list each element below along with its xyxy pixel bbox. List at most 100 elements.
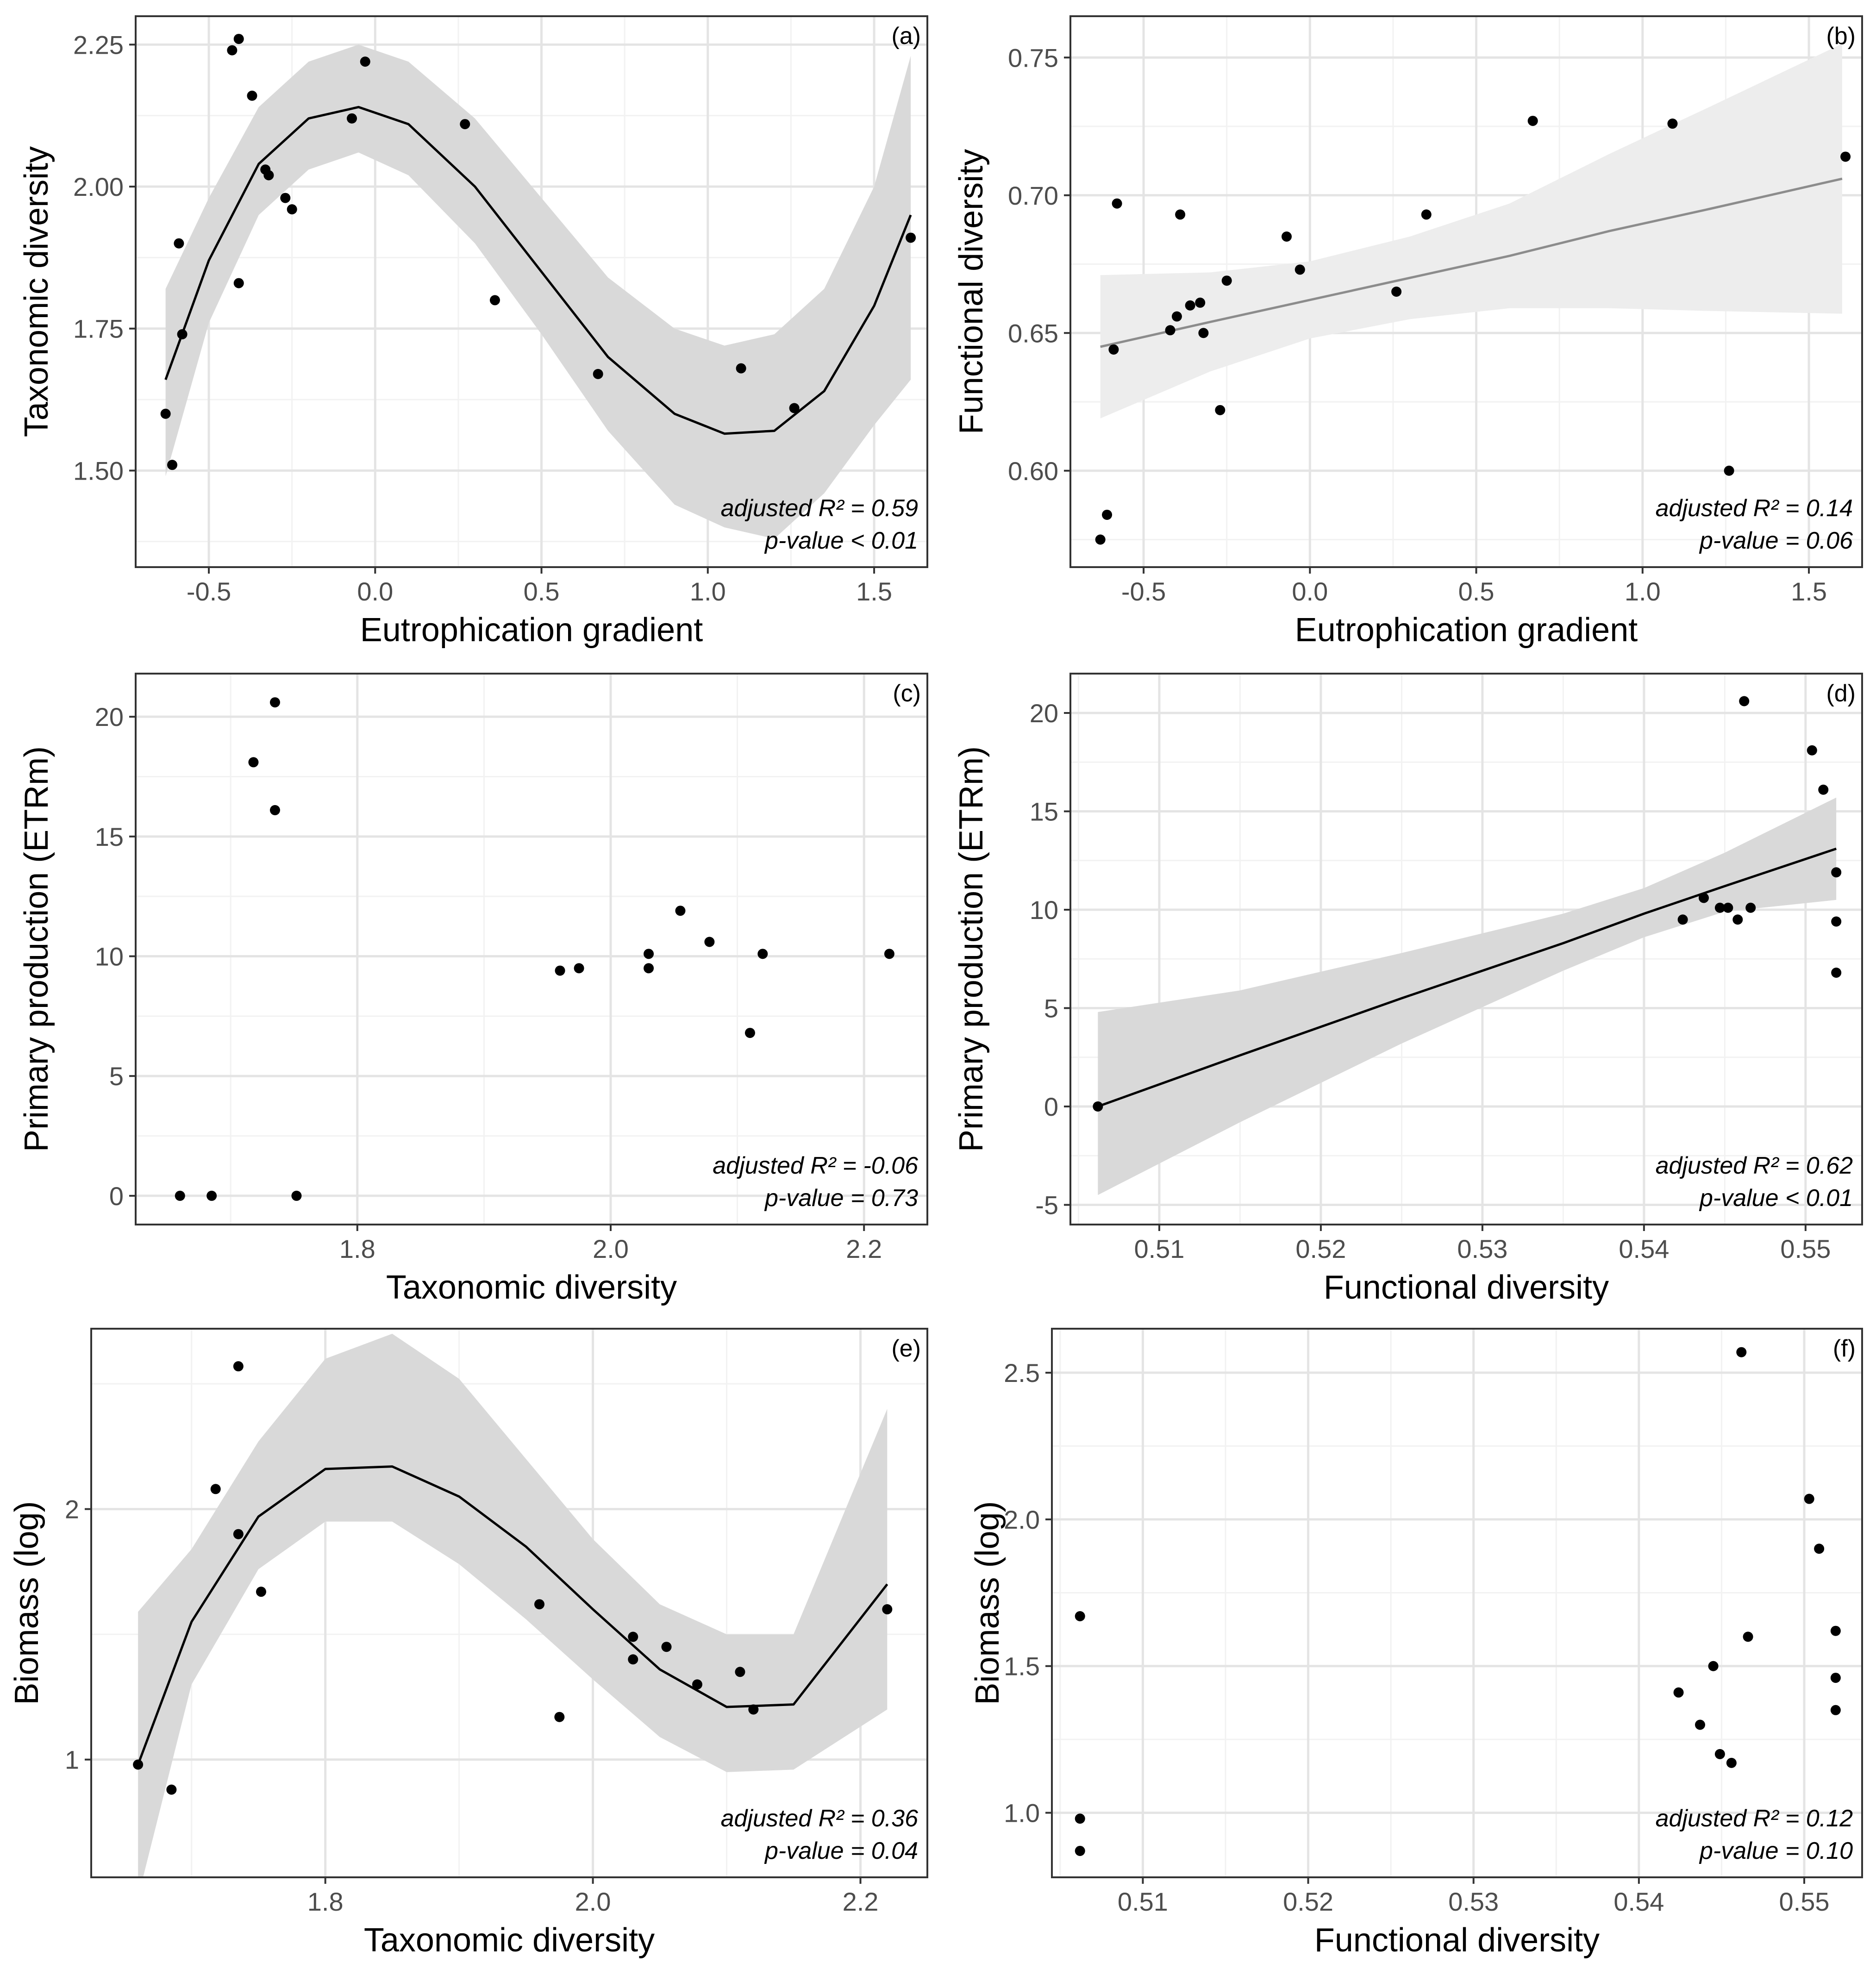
y-tick-label: 10 (95, 942, 124, 971)
y-tick-label: 0.70 (1008, 181, 1058, 210)
data-point (1171, 311, 1182, 322)
data-point (1745, 902, 1756, 913)
adjusted-r2-annotation: adjusted R² = 0.12 (1656, 1805, 1853, 1832)
fit (1100, 44, 1843, 419)
x-tick-label: 0.0 (357, 577, 393, 606)
data-point (1714, 902, 1725, 913)
data-point (1840, 151, 1851, 162)
data-point (1708, 1661, 1719, 1671)
y-tick-label: 2.0 (1004, 1505, 1040, 1534)
data-point (1736, 1347, 1747, 1357)
data-point (789, 403, 800, 413)
y-tick-label: 2.25 (73, 30, 124, 59)
data-point (1831, 867, 1842, 878)
data-point (287, 204, 297, 215)
panel-c: 1.8 2.0 2.2 0 5 10 15 20 Taxonomic diversity Prim… (18, 673, 928, 1306)
panel-label: (a) (891, 23, 921, 50)
data-point (1807, 745, 1817, 756)
data-point (489, 295, 500, 306)
panel-a: -0.5 0.0 0.5 1.0 1.5 1.50 1.75 2.00 2.25 Eutrophi… (18, 15, 928, 649)
data-point (233, 1361, 244, 1372)
adjusted-r2-annotation: adjusted R² = 0.36 (721, 1805, 918, 1832)
x-tick-label: 0.54 (1619, 1234, 1669, 1263)
confidence-band (165, 44, 911, 539)
data-points (133, 1361, 893, 1795)
data-point (167, 460, 178, 470)
data-point (593, 369, 603, 379)
data-point (256, 1587, 266, 1597)
y-tick-label: 15 (95, 822, 124, 851)
panel-b: -0.5 0.0 0.5 1.0 1.5 0.60 0.65 0.70 0.75 Eutrophi… (953, 15, 1863, 649)
panel-border (90, 1328, 928, 1878)
data-point (160, 408, 171, 419)
data-point (233, 34, 244, 44)
y-tick-label: 1 (65, 1745, 79, 1775)
data-point (1294, 264, 1305, 275)
x-tick-label: 0.52 (1295, 1234, 1346, 1263)
plot-background (1052, 1329, 1862, 1877)
data-point (269, 697, 280, 708)
data-point (1095, 534, 1106, 545)
y-tick-label: 2 (65, 1495, 79, 1524)
data-point (1714, 1749, 1725, 1759)
data-point (574, 963, 584, 974)
panel-border (135, 673, 928, 1225)
data-point (1102, 509, 1113, 520)
data-point (1198, 328, 1209, 338)
data-point (757, 949, 768, 959)
panel-border (1051, 1328, 1863, 1878)
panel-label: (d) (1826, 680, 1856, 707)
y-tick-label: 2.5 (1004, 1358, 1040, 1388)
data-points (1093, 696, 1842, 1112)
x-axis-title: Functional diversity (1314, 1922, 1600, 1959)
data-point (906, 232, 916, 243)
data-point (210, 1484, 221, 1494)
grid (1052, 1329, 1862, 1877)
p-value-annotation: p-value = 0.06 (1699, 527, 1853, 554)
y-axis-title: Biomass (log) (8, 1501, 45, 1705)
data-point (675, 906, 686, 916)
y-tick-label: 20 (1030, 699, 1058, 728)
adjusted-r2-annotation: adjusted R² = 0.62 (1656, 1152, 1853, 1179)
panel-label: (b) (1826, 23, 1856, 50)
confidence-band (1098, 797, 1837, 1195)
y-tick-label: 0 (109, 1181, 124, 1211)
x-axis-title: Taxonomic diversity (364, 1922, 655, 1959)
y-axis-title: Primary production (ETRm) (18, 746, 55, 1152)
data-point (534, 1599, 545, 1610)
data-point (1830, 1673, 1841, 1683)
data-point (247, 90, 257, 101)
data-point (1830, 1625, 1841, 1636)
x-axis-title: Functional diversity (1324, 1269, 1609, 1306)
panel-border (1069, 15, 1863, 568)
panel-label: (e) (891, 1335, 921, 1362)
x-tick-label: 0.53 (1457, 1234, 1507, 1263)
data-point (1724, 465, 1734, 476)
data-point (882, 1604, 893, 1615)
x-axis-title: Taxonomic diversity (386, 1269, 677, 1306)
x-tick-label: 2.2 (843, 1887, 879, 1916)
y-tick-label: 2.00 (73, 172, 124, 201)
data-points (175, 697, 894, 1201)
data-point (1108, 344, 1119, 355)
y-axis-title: Biomass (log) (969, 1501, 1006, 1705)
data-point (748, 1704, 759, 1715)
x-tick-label: 1.5 (1791, 577, 1827, 606)
x-tick-label: 1.8 (307, 1887, 344, 1916)
p-value-annotation: p-value = 0.73 (764, 1185, 918, 1212)
data-point (175, 1190, 185, 1201)
adjusted-r2-annotation: adjusted R² = 0.14 (1656, 495, 1853, 522)
grid (136, 674, 927, 1225)
data-point (1391, 287, 1402, 297)
data-point (1743, 1631, 1753, 1642)
data-point (1215, 405, 1226, 415)
data-point (174, 238, 184, 249)
panel-border (135, 15, 928, 568)
data-point (227, 45, 238, 56)
data-point (1195, 297, 1206, 308)
data-points (160, 34, 916, 470)
y-tick-label: 15 (1030, 797, 1058, 826)
data-point (1075, 1845, 1085, 1856)
data-point (1165, 325, 1176, 336)
